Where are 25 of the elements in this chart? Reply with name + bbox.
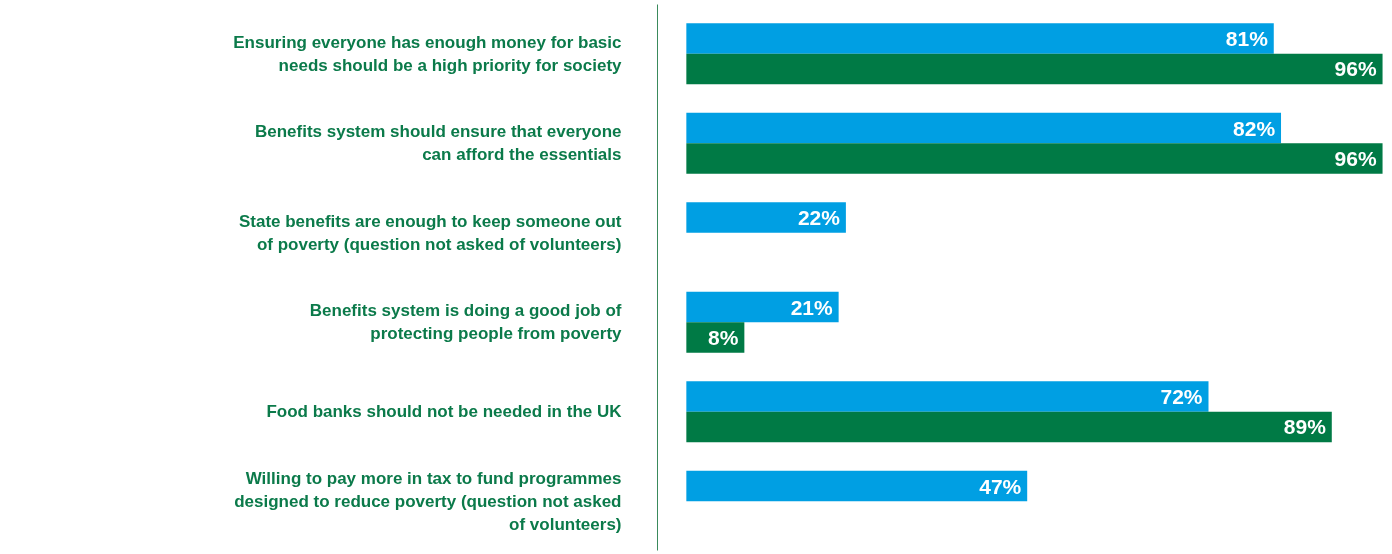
bar: [686, 143, 1383, 174]
bar: [686, 112, 1282, 144]
data-label: 96%: [1334, 57, 1377, 81]
bar: [686, 411, 1332, 443]
y-tick-label: Benefits system should ensure that everyone can afford the essentials: [254, 122, 622, 165]
y-tick-label: State benefits are enough to keep someone out of poverty (question not asked of volunteers): [238, 211, 622, 254]
bar: [686, 470, 1028, 502]
data-label: 72%: [1160, 385, 1203, 409]
y-tick-label: Food banks should not be needed in the UK: [266, 402, 623, 422]
data-label: 22%: [797, 206, 841, 230]
data-label: 8%: [708, 325, 739, 349]
data-label: 82%: [1233, 116, 1276, 140]
data-label: 47%: [979, 474, 1022, 498]
y-tick-label: Benefits system is doing a good job of protecting people from poverty: [309, 301, 623, 344]
data-label: 89%: [1283, 415, 1327, 439]
bar: [686, 291, 839, 323]
y-tick-label: Ensuring everyone has enough money for basic needs should be a high priority for society: [233, 32, 623, 75]
data-label: 81%: [1225, 27, 1269, 51]
bar: [686, 23, 1274, 54]
bar: [686, 381, 1209, 412]
data-label: 96%: [1334, 146, 1377, 170]
bar: [686, 202, 846, 233]
bar: [686, 53, 1383, 85]
data-label: 21%: [790, 295, 833, 319]
y-tick-label: Willing to pay more in tax to fund programmes designed to reduce poverty (question not asked of volunteers): [234, 468, 622, 534]
